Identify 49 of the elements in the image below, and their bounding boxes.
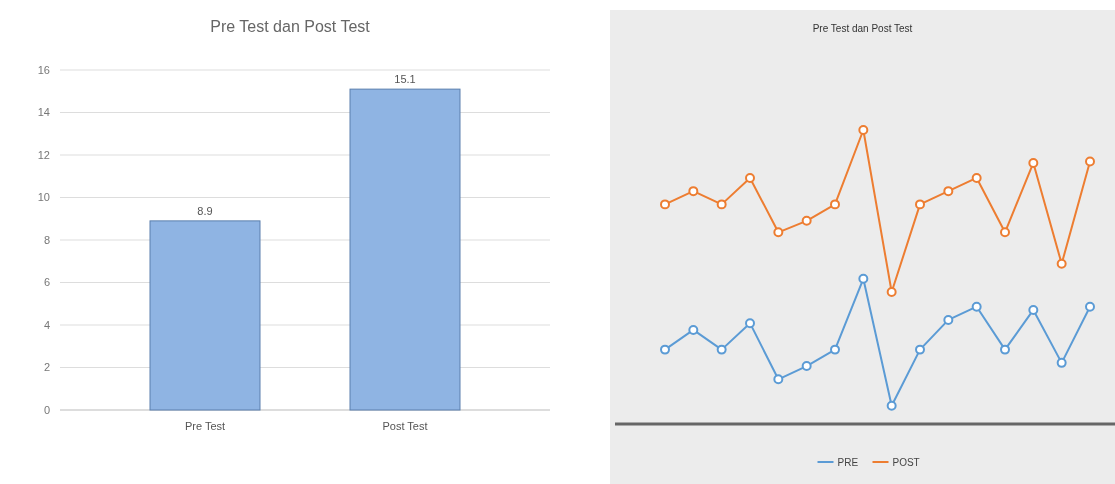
point — [886, 287, 897, 297]
point — [660, 344, 670, 355]
point — [858, 273, 869, 284]
chart-title: Pre Test dan Post Test — [812, 23, 913, 34]
x-tick-label: Pre Test — [184, 420, 226, 432]
x-tick-label: Post Test — [382, 420, 428, 432]
point — [886, 400, 897, 411]
y-tick-label: 4 — [43, 318, 50, 331]
legend-label: POST — [892, 456, 920, 468]
y-tick-label: 8 — [43, 233, 50, 246]
y-tick-label: 12 — [37, 148, 50, 161]
point — [943, 186, 954, 197]
point — [943, 314, 954, 325]
point — [716, 199, 727, 210]
y-tick-label: 10 — [37, 191, 50, 204]
point — [971, 172, 982, 183]
legend-label: PRE — [837, 456, 859, 468]
point — [915, 344, 925, 355]
point — [1085, 156, 1095, 167]
point — [1000, 227, 1010, 238]
point — [1056, 357, 1067, 368]
point — [688, 186, 699, 197]
point — [1000, 344, 1010, 355]
point — [773, 374, 784, 385]
point — [1085, 301, 1095, 312]
point — [1028, 304, 1039, 315]
point — [745, 318, 755, 329]
point — [745, 172, 755, 183]
y-tick-label: 2 — [43, 361, 50, 374]
point — [716, 344, 727, 355]
y-tick-label: 16 — [37, 63, 50, 76]
point — [971, 301, 982, 312]
point — [915, 199, 925, 210]
point — [1056, 258, 1067, 269]
point — [858, 125, 869, 135]
point — [1028, 157, 1039, 168]
point — [830, 344, 840, 355]
data-label: 15.1 — [394, 73, 416, 86]
chart-title: Pre Test dan Post Test — [210, 18, 371, 35]
data-label: 8.9 — [197, 204, 213, 217]
y-tick-label: 6 — [43, 276, 50, 289]
y-tick-label: 0 — [43, 403, 50, 416]
point — [830, 199, 840, 210]
y-tick-label: 14 — [37, 106, 50, 119]
point — [801, 215, 812, 226]
point — [660, 199, 670, 210]
point — [801, 361, 812, 372]
point — [688, 324, 699, 335]
point — [773, 227, 784, 238]
